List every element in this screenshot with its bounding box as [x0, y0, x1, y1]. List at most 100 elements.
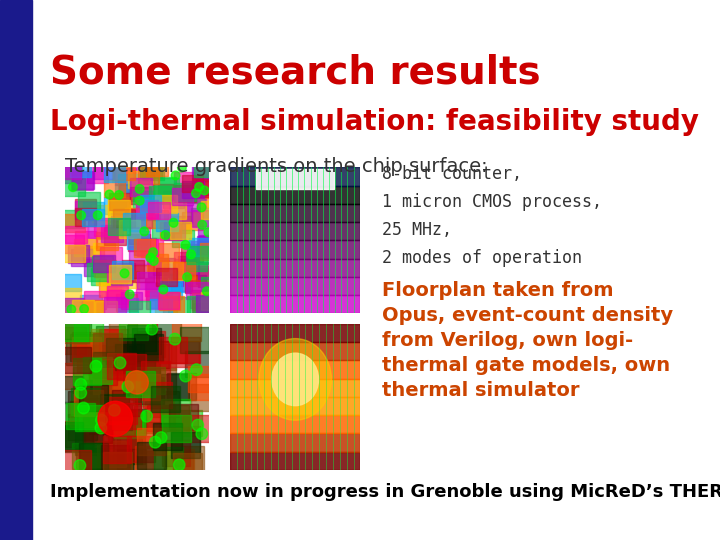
Text: 2 modes of operation: 2 modes of operation	[382, 249, 582, 267]
Bar	[63, 313, 91, 339]
Bar	[78, 192, 100, 210]
Bar	[186, 254, 207, 271]
Bar	[136, 282, 158, 300]
Bar	[93, 352, 122, 378]
Bar	[148, 260, 169, 278]
Bar	[192, 161, 213, 178]
Bar	[95, 301, 117, 318]
Bar	[60, 363, 89, 389]
Bar	[71, 172, 93, 190]
Bar	[153, 184, 174, 201]
Bar	[63, 178, 85, 196]
Circle shape	[90, 360, 102, 372]
Circle shape	[135, 185, 144, 193]
Bar	[94, 260, 116, 278]
Bar	[94, 218, 115, 236]
Circle shape	[204, 228, 212, 237]
Circle shape	[159, 285, 168, 294]
Bar	[167, 373, 196, 400]
Bar	[174, 172, 195, 190]
Bar	[59, 161, 81, 179]
Bar	[119, 220, 140, 238]
Circle shape	[78, 402, 89, 414]
Bar	[74, 315, 103, 341]
Bar	[161, 262, 183, 280]
Bar	[201, 278, 222, 295]
Bar	[113, 163, 135, 180]
Bar	[132, 181, 154, 198]
Text: Implementation now in progress in Grenoble using Mic​Re​D’s THERMAN: Implementation now in progress in Grenob…	[50, 483, 720, 501]
Circle shape	[180, 370, 192, 382]
Bar	[96, 267, 118, 285]
Circle shape	[195, 183, 204, 191]
Bar	[63, 450, 91, 476]
Bar	[132, 350, 161, 376]
Bar	[141, 239, 163, 256]
Bar	[145, 282, 167, 300]
Bar	[77, 398, 106, 424]
Circle shape	[94, 211, 102, 220]
Bar	[230, 204, 360, 222]
Bar	[156, 213, 178, 231]
Bar	[109, 422, 138, 449]
Bar	[104, 369, 133, 396]
Bar	[168, 274, 190, 292]
Bar	[107, 338, 135, 365]
Bar	[192, 210, 214, 227]
Bar	[188, 264, 210, 281]
Bar	[104, 165, 125, 182]
Bar	[174, 252, 196, 269]
Bar	[55, 422, 84, 449]
Bar	[60, 316, 89, 342]
Bar	[63, 245, 85, 262]
Bar	[164, 222, 186, 240]
Circle shape	[174, 459, 185, 471]
Circle shape	[114, 357, 126, 369]
Bar	[59, 403, 88, 429]
Bar	[182, 415, 211, 442]
Bar	[72, 337, 101, 363]
Bar	[230, 186, 360, 204]
Bar	[138, 272, 159, 289]
Bar	[70, 334, 99, 361]
Bar	[132, 265, 153, 282]
Bar	[148, 344, 176, 370]
Bar	[108, 200, 130, 217]
Circle shape	[149, 248, 158, 256]
Bar	[76, 448, 105, 474]
Bar	[109, 265, 131, 282]
Bar	[230, 259, 360, 276]
Bar	[127, 361, 156, 388]
Bar	[127, 325, 156, 352]
Bar	[59, 288, 81, 306]
Bar	[163, 296, 184, 314]
Bar	[198, 269, 220, 287]
Bar	[73, 367, 102, 393]
Text: Some research results: Some research results	[50, 54, 541, 92]
Bar	[198, 261, 220, 279]
Bar	[91, 329, 120, 355]
Circle shape	[169, 218, 178, 227]
Bar	[161, 268, 183, 286]
Bar	[135, 334, 163, 361]
Bar	[110, 194, 132, 212]
Bar	[127, 231, 149, 248]
Bar	[135, 377, 163, 404]
Bar	[164, 201, 186, 219]
Bar	[88, 348, 117, 375]
Bar	[180, 327, 209, 353]
Bar	[76, 405, 104, 431]
Bar	[182, 212, 204, 230]
Bar	[137, 442, 166, 469]
Bar	[87, 263, 109, 281]
Bar	[65, 226, 86, 243]
Circle shape	[171, 171, 180, 180]
Bar	[154, 447, 183, 473]
Text: 25 MHz,: 25 MHz,	[382, 221, 451, 239]
Bar	[134, 238, 156, 255]
Bar	[94, 255, 115, 272]
Bar	[112, 164, 133, 182]
Circle shape	[120, 269, 129, 278]
Bar	[171, 337, 199, 363]
Bar	[181, 244, 202, 261]
